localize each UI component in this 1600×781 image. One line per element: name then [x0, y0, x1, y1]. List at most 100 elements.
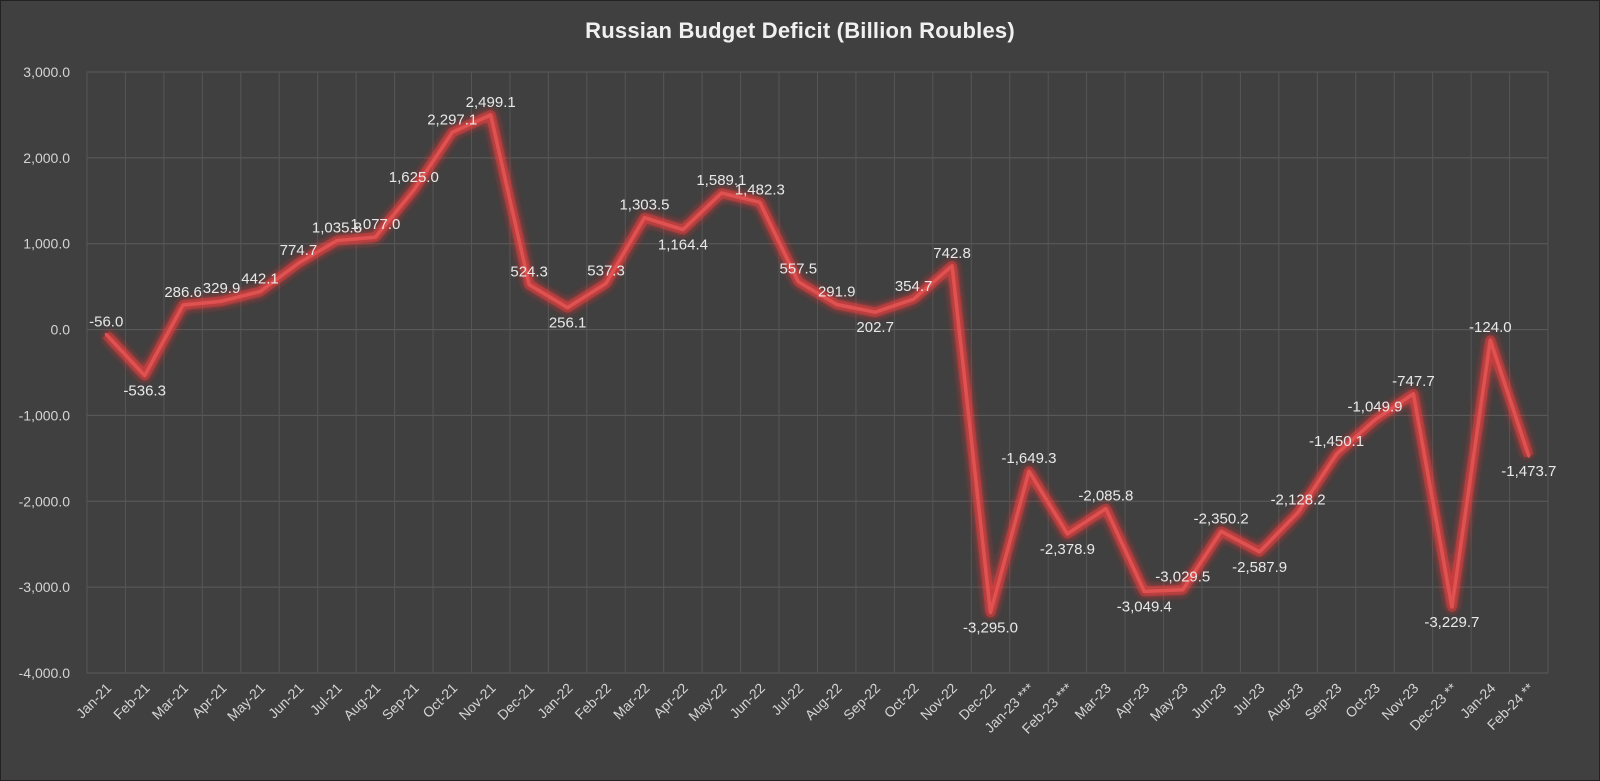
data-label: -1,450.1: [1309, 433, 1364, 450]
x-tick-label: Mar-22: [610, 680, 653, 723]
data-label: 1,589.1: [696, 172, 746, 189]
x-tick-label: Jan-22: [534, 680, 576, 722]
data-label: 742.8: [933, 245, 971, 262]
x-tick-label: Apr-22: [650, 680, 691, 721]
x-tick-label: Sep-23: [1301, 680, 1344, 723]
data-label: -3,029.5: [1155, 569, 1210, 586]
data-label: 524.3: [510, 264, 548, 281]
x-tick-label: Aug-21: [340, 680, 383, 723]
x-tick-label: Mar-21: [149, 680, 192, 723]
data-point: [412, 188, 416, 192]
data-label: -56.0: [89, 313, 123, 330]
x-tick-label: Feb-21: [110, 680, 153, 723]
x-tick-label: Apr-23: [1111, 680, 1152, 721]
data-point: [566, 306, 570, 310]
data-label: -3,229.7: [1424, 614, 1479, 631]
data-point: [1219, 529, 1223, 533]
data-label: 354.7: [895, 278, 933, 295]
data-point: [450, 130, 454, 134]
data-label: -2,085.8: [1078, 488, 1133, 505]
x-tick-label: Nov-21: [456, 680, 499, 723]
data-label: 1,035.8: [312, 220, 362, 237]
x-tick-label: Jun-22: [726, 680, 768, 722]
x-tick-label: Aug-23: [1263, 680, 1306, 723]
chart-title: Russian Budget Deficit (Billion Roubles): [585, 18, 1015, 43]
y-tick-label: 2,000.0: [23, 150, 70, 166]
x-tick-label: Jul-22: [768, 680, 806, 718]
data-label: -2,350.2: [1194, 510, 1249, 527]
x-tick-label: Jun-23: [1188, 680, 1230, 722]
series-line: [104, 113, 1531, 615]
data-label: -3,295.0: [963, 619, 1018, 636]
data-label: 2,499.1: [466, 94, 516, 111]
data-point: [1296, 510, 1300, 514]
data-point: [296, 261, 300, 265]
data-point: [1411, 392, 1415, 396]
x-tick-label: Jul-21: [307, 680, 345, 718]
y-tick-label: 3,000.0: [23, 64, 70, 80]
data-point: [1181, 588, 1185, 592]
x-tick-label: Jun-21: [265, 680, 307, 722]
data-point: [527, 283, 531, 287]
data-label: -2,128.2: [1271, 491, 1326, 508]
data-label: -1,649.3: [1001, 450, 1056, 467]
data-point: [1450, 605, 1454, 609]
data-label: 286.6: [164, 284, 202, 301]
data-point: [1258, 550, 1262, 554]
y-axis: 3,000.0 2,000.0 1,000.0 0.0 -1,000.0 -2,000.0…: [19, 64, 71, 681]
data-point: [489, 113, 493, 117]
data-label: 329.9: [203, 280, 241, 297]
x-tick-label: Aug-22: [802, 680, 845, 723]
data-label: 2,297.1: [427, 111, 477, 128]
x-tick-label: Apr-21: [189, 680, 230, 721]
x-tick-label: May-23: [1147, 680, 1191, 724]
data-point: [1527, 454, 1531, 458]
data-label: 557.5: [780, 261, 818, 278]
data-point: [143, 374, 147, 378]
data-point: [1065, 532, 1069, 536]
data-label: 202.7: [856, 319, 894, 336]
data-label: 1,077.0: [350, 216, 400, 233]
data-point: [181, 303, 185, 307]
data-label: 1,482.3: [735, 181, 785, 198]
x-tick-label: Mar-23: [1071, 680, 1114, 723]
data-point: [758, 200, 762, 204]
data-point: [989, 610, 993, 614]
data-point: [912, 297, 916, 301]
y-tick-label: -3,000.0: [19, 579, 71, 595]
data-label: 1,625.0: [389, 169, 439, 186]
y-tick-label: -2,000.0: [19, 493, 71, 509]
data-label: 1,164.4: [658, 237, 708, 254]
data-point: [1027, 469, 1031, 473]
x-tick-label: Sep-21: [379, 680, 422, 723]
data-point: [1335, 452, 1339, 456]
data-label: 537.3: [587, 262, 625, 279]
x-tick-label: Sep-22: [840, 680, 883, 723]
data-label: -1,473.7: [1501, 463, 1556, 480]
data-point: [1142, 589, 1146, 593]
data-point: [681, 228, 685, 232]
x-tick-label: Dec-21: [494, 680, 537, 723]
data-label: -124.0: [1469, 319, 1512, 336]
data-point: [1488, 338, 1492, 342]
data-label: -536.3: [123, 383, 166, 400]
data-label: 442.1: [241, 271, 279, 288]
data-point: [642, 216, 646, 220]
data-label: -3,049.4: [1117, 598, 1172, 615]
data-point: [835, 303, 839, 307]
data-point: [373, 235, 377, 239]
data-point: [1373, 418, 1377, 422]
data-label: -747.7: [1392, 373, 1435, 390]
data-point: [796, 280, 800, 284]
data-label: -2,378.9: [1040, 541, 1095, 558]
data-label: 1,303.5: [619, 197, 669, 214]
y-tick-label: -4,000.0: [19, 665, 71, 681]
data-label: -1,049.9: [1347, 399, 1402, 416]
data-point: [335, 239, 339, 243]
data-point: [1104, 507, 1108, 511]
gridlines: [86, 71, 1549, 674]
x-tick-label: Oct-22: [881, 680, 922, 721]
